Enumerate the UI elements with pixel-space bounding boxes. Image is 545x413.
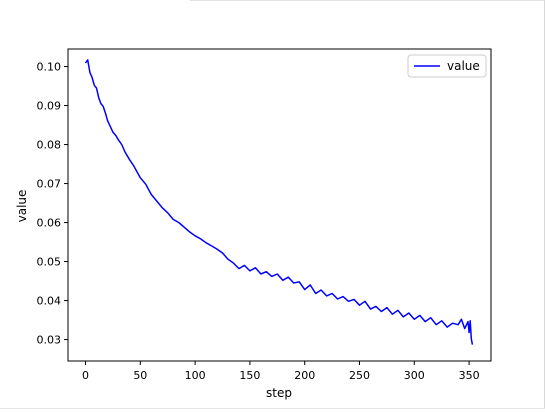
y-axis-label: value [15, 190, 29, 223]
x-tick-label: 50 [133, 369, 147, 382]
legend-label-value: value [447, 59, 480, 73]
legend-box [407, 54, 487, 78]
x-axis-label: step [266, 386, 292, 400]
x-tick-label: 100 [185, 369, 206, 382]
x-tick-label: 0 [82, 369, 89, 382]
y-tick-label: 0.05 [37, 256, 62, 269]
y-axis-ticks: 0.03 0.04 0.05 0.06 0.07 0.08 0.09 0.10 [37, 61, 68, 347]
x-tick-label: 150 [239, 369, 260, 382]
x-tick-label: 200 [294, 369, 315, 382]
y-tick-label: 0.09 [37, 100, 62, 113]
x-tick-label: 300 [404, 369, 425, 382]
plot-area-frame [67, 48, 492, 362]
window-edge-top [190, 0, 545, 1]
series-line-value [84, 59, 474, 345]
y-tick-label: 0.07 [37, 178, 62, 191]
y-tick-label: 0.10 [37, 61, 62, 74]
y-tick-label: 0.08 [37, 139, 62, 152]
x-axis-ticks: 0 50 100 150 200 250 300 350 [82, 361, 480, 382]
y-tick-label: 0.06 [37, 217, 62, 230]
x-tick-label: 350 [459, 369, 480, 382]
y-tick-label: 0.03 [37, 334, 62, 347]
y-tick-label: 0.04 [37, 295, 62, 308]
x-tick-label: 250 [349, 369, 370, 382]
legend: value [407, 54, 487, 78]
